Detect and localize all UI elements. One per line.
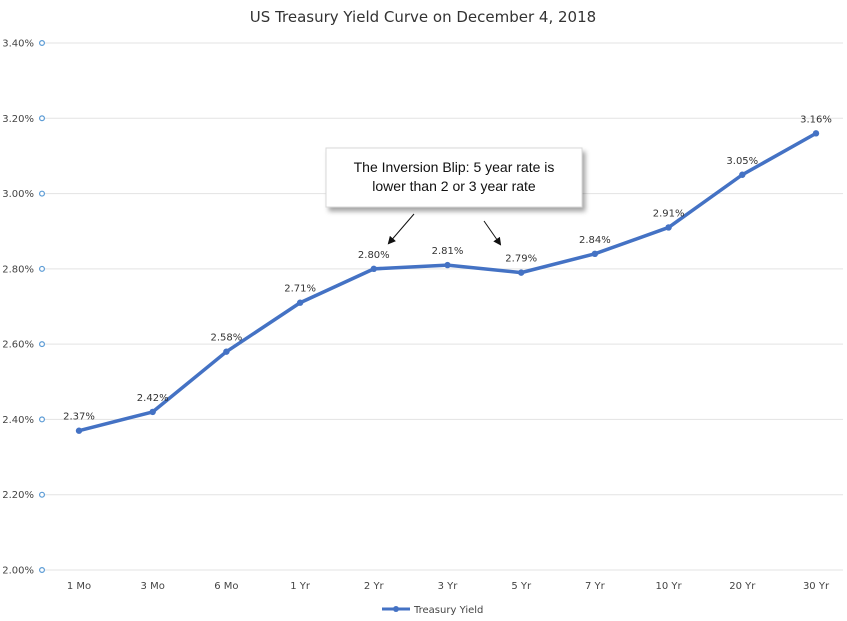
data-point [591, 250, 599, 257]
x-tick-label: 6 Mo [214, 581, 238, 592]
data-label: 2.71% [284, 284, 316, 295]
y-tick-marker [38, 491, 45, 498]
gridlines [42, 42, 843, 571]
data-label: 2.81% [432, 246, 464, 257]
y-tick-label: 3.00% [2, 189, 34, 200]
data-label: 2.58% [211, 333, 243, 344]
x-tick-label: 3 Yr [438, 581, 459, 592]
data-point [665, 224, 672, 231]
y-axis: 2.00% 2.20% 2.40% 2.60% 2.80% 3.00% 3.20% 3.40% [2, 39, 45, 577]
y-tick-marker [38, 115, 45, 122]
y-tick-marker [38, 566, 45, 573]
annotation-box [325, 147, 583, 208]
annotation-callout: The Inversion Blip: 5 year rate is lower… [325, 147, 583, 246]
y-tick-label: 3.40% [2, 39, 34, 50]
data-label: 3.16% [800, 114, 832, 125]
data-label: 2.91% [653, 208, 685, 219]
legend: Treasury Yield [382, 605, 483, 616]
x-tick-label: 1 Yr [290, 581, 311, 592]
data-point [296, 299, 304, 306]
y-tick-marker [38, 341, 45, 348]
data-point [223, 348, 230, 355]
x-tick-label: 30 Yr [803, 581, 830, 592]
data-label: 2.79% [505, 254, 537, 265]
data-point [739, 171, 746, 178]
y-tick-marker [38, 190, 45, 197]
y-tick-label: 3.20% [2, 114, 34, 125]
series-treasury-yield [75, 130, 820, 434]
y-tick-label: 2.40% [2, 415, 34, 426]
x-tick-label: 2 Yr [364, 581, 385, 592]
legend-marker-icon [393, 606, 399, 612]
y-tick-label: 2.60% [2, 340, 34, 351]
x-tick-label: 3 Mo [141, 581, 165, 592]
y-tick-marker [38, 265, 45, 272]
x-tick-label: 1 Mo [67, 581, 91, 592]
data-point [518, 269, 525, 276]
data-point [370, 265, 377, 273]
annotation-arrow-5yr [483, 220, 502, 246]
legend-label: Treasury Yield [413, 605, 483, 616]
data-label: 2.84% [579, 235, 611, 246]
y-tick-label: 2.00% [2, 566, 34, 577]
data-label: 2.42% [137, 393, 169, 404]
data-point [149, 408, 156, 416]
y-tick-marker [38, 39, 45, 46]
x-tick-label: 10 Yr [656, 581, 683, 592]
y-tick-marker [38, 416, 45, 423]
annotation-arrow-2yr [387, 213, 415, 245]
data-label: 2.37% [63, 412, 95, 423]
y-tick-label: 2.20% [2, 490, 34, 501]
x-tick-label: 20 Yr [729, 581, 756, 592]
annotation-line-2: lower than 2 or 3 year rate [372, 178, 536, 194]
x-tick-label: 7 Yr [585, 581, 606, 592]
y-tick-label: 2.80% [2, 264, 34, 275]
data-label: 3.05% [726, 156, 758, 167]
data-point [75, 427, 83, 434]
data-labels: 2.37% 2.42% 2.58% 2.71% 2.80% 2.81% 2.79% 2.84%… [63, 114, 832, 422]
data-point [812, 130, 820, 137]
annotation-line-1: The Inversion Blip: 5 year rate is [354, 159, 555, 175]
data-label: 2.80% [358, 250, 390, 261]
x-tick-label: 5 Yr [511, 581, 532, 592]
chart-title: US Treasury Yield Curve on December 4, 2… [250, 8, 596, 26]
x-axis: 1 Mo 3 Mo 6 Mo 1 Yr 2 Yr 3 Yr 5 Yr 7 Yr 10 Yr 20 … [67, 581, 830, 592]
data-point [444, 261, 451, 269]
